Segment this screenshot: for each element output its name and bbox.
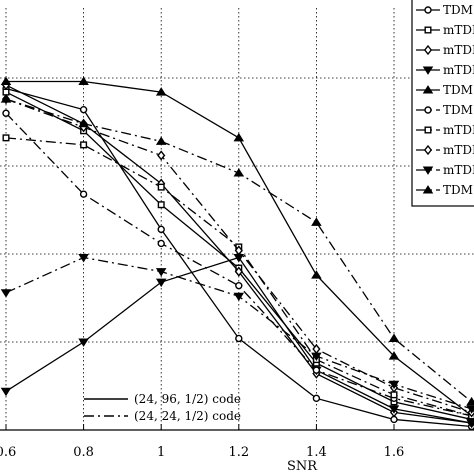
series-10 <box>0 94 474 406</box>
data-point <box>234 245 243 256</box>
data-point <box>235 334 243 343</box>
x-tick-label: 1.6 <box>384 445 405 460</box>
legend-entry: TDM <box>416 83 473 97</box>
data-point <box>78 338 89 347</box>
x-tick-label: 0.6 <box>0 445 16 460</box>
data-point <box>78 254 89 263</box>
data-point <box>388 405 400 414</box>
data-point <box>233 292 245 302</box>
legend-label: TDM <box>443 183 473 197</box>
data-point <box>79 190 88 198</box>
data-point <box>311 270 322 279</box>
data-point <box>2 109 10 117</box>
data-point <box>0 387 12 397</box>
legend-label: TDM <box>443 3 473 17</box>
legend-label: mTDM <box>443 23 474 37</box>
series-9 <box>0 254 474 414</box>
data-point <box>234 266 243 277</box>
legend-entry: mTDM <box>416 63 474 77</box>
data-point <box>79 105 88 114</box>
axes: 0.6 0.8 1 1.2 1.4 1.6 <box>0 424 474 460</box>
data-point <box>233 254 245 263</box>
data-point <box>388 333 400 342</box>
data-point <box>388 380 400 390</box>
data-point <box>422 85 434 94</box>
legend-entry: TDM <box>416 183 473 197</box>
data-point <box>157 239 165 248</box>
legend-label: mTDM <box>443 63 474 77</box>
data-point <box>388 351 400 360</box>
data-point <box>233 132 245 142</box>
data-point <box>78 76 89 86</box>
data-point <box>0 289 12 298</box>
legend: TDM mTDM mTDM mTDM TDM TDM mTDM mTDM mTDM TDM <box>411 0 474 207</box>
legend-entry: TDM <box>416 103 473 117</box>
data-point <box>80 141 88 149</box>
data-point <box>155 278 167 288</box>
x-tick-label: 0.8 <box>73 445 94 460</box>
legend-entry: mTDM <box>416 123 474 137</box>
legend-label: mTDM <box>443 163 474 177</box>
data-point <box>155 268 167 277</box>
data-point <box>424 126 432 134</box>
legend-label: mTDM <box>443 43 474 57</box>
legend-entry: mTDM <box>416 143 474 157</box>
data-point <box>157 150 166 161</box>
data-point <box>422 66 434 75</box>
data-point <box>466 396 474 406</box>
grid <box>0 8 474 430</box>
data-point <box>78 118 89 128</box>
legend-entry: mTDM <box>416 43 474 57</box>
note-label: (24, 24, 1/2) code <box>134 409 241 423</box>
data-point <box>312 366 321 374</box>
x-tick-label: 1 <box>157 445 165 460</box>
legend-label: TDM <box>443 103 473 117</box>
line-style-notes: (24, 96, 1/2) code (24, 24, 1/2) code <box>84 392 241 423</box>
x-tick-label: 1.2 <box>228 445 249 460</box>
x-tick-label: 1.4 <box>306 445 327 460</box>
data-point <box>422 185 434 194</box>
legend-entry: TDM <box>416 3 473 17</box>
legend-entry: mTDM <box>416 23 474 37</box>
data-point <box>157 183 165 191</box>
data-point <box>422 166 434 175</box>
data-point <box>424 106 432 114</box>
legend-entry: mTDM <box>416 163 474 177</box>
data-point <box>424 6 432 14</box>
data-point <box>311 352 322 362</box>
note-label: (24, 96, 1/2) code <box>134 392 241 406</box>
data-point <box>0 94 12 103</box>
legend-label: mTDM <box>443 123 474 137</box>
data-point <box>233 168 245 177</box>
data-point <box>157 225 165 234</box>
x-axis-title: SNR <box>287 459 318 474</box>
legend-box <box>411 0 474 207</box>
data-point <box>312 394 321 403</box>
data-point <box>424 26 432 34</box>
data-point <box>423 144 433 156</box>
data-point <box>235 281 243 290</box>
legend-label: TDM <box>443 83 473 97</box>
data-point <box>157 201 165 209</box>
data-point <box>423 44 433 56</box>
legend-label: mTDM <box>443 143 474 157</box>
data-point <box>155 87 167 96</box>
data-point <box>2 134 10 142</box>
data-point <box>155 136 167 145</box>
data-point <box>0 76 12 86</box>
data-point <box>311 217 322 226</box>
